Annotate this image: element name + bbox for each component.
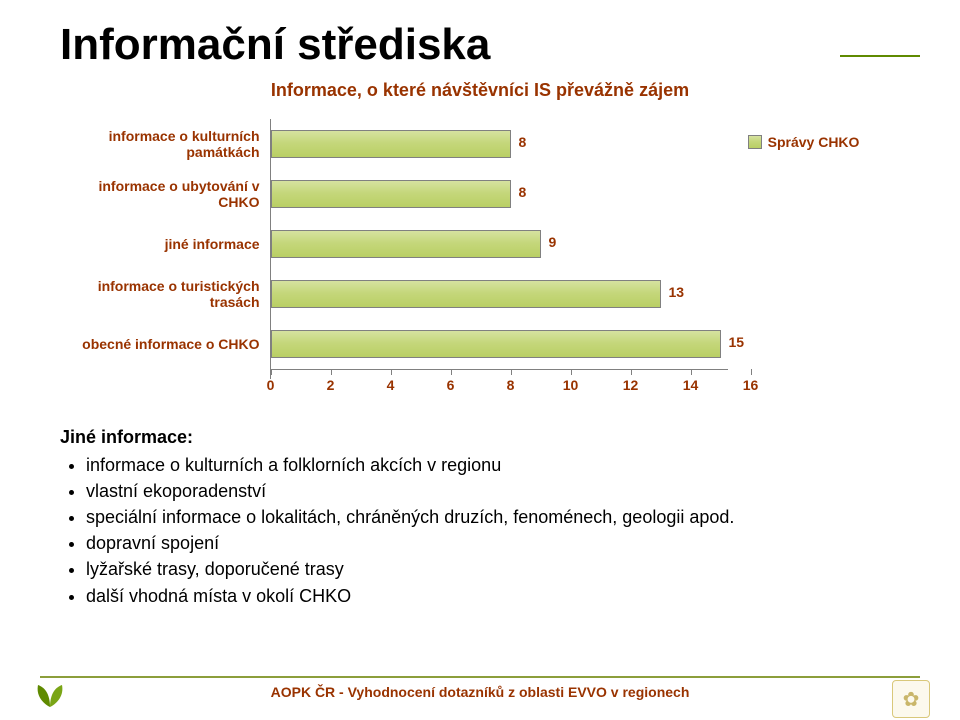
x-tick-label: 14 [683, 377, 699, 393]
x-tick [271, 369, 272, 375]
bar-value-label: 13 [669, 284, 685, 300]
x-tick-label: 6 [447, 377, 455, 393]
footer: AOPK ČR - Vyhodnocení dotazníků z oblast… [0, 676, 960, 720]
bar-row: 13 [271, 269, 728, 319]
bar [271, 130, 511, 158]
x-tick [751, 369, 752, 375]
x-tick-label: 2 [327, 377, 335, 393]
bar [271, 280, 661, 308]
x-tick [331, 369, 332, 375]
accent-line [840, 55, 920, 57]
y-label-1: informace o ubytování v CHKO [60, 169, 270, 219]
x-tick-label: 10 [563, 377, 579, 393]
bar-row: 8 [271, 119, 728, 169]
notes-bullet: další vhodná místa v okolí CHKO [86, 583, 900, 609]
page-title: Informační střediska [60, 20, 900, 70]
bar-row: 8 [271, 169, 728, 219]
x-tick [691, 369, 692, 375]
chart-container: informace o kulturních památkách informa… [60, 119, 900, 379]
notes-heading: Jiné informace: [60, 424, 900, 450]
bar-row: 9 [271, 219, 728, 269]
footer-divider [40, 676, 920, 678]
footer-text: AOPK ČR - Vyhodnocení dotazníků z oblast… [0, 684, 960, 700]
notes-bullet: vlastní ekoporadenství [86, 478, 900, 504]
x-tick-label: 16 [743, 377, 759, 393]
leaf-logo-icon [30, 677, 70, 716]
x-tick [631, 369, 632, 375]
seal-logo-icon: ✿ [892, 680, 930, 718]
y-axis-labels: informace o kulturních památkách informa… [60, 119, 270, 369]
y-label-2: jiné informace [60, 219, 270, 269]
x-tick-label: 12 [623, 377, 639, 393]
notes-section: Jiné informace: informace o kulturních a… [60, 424, 900, 609]
chart-subtitle: Informace, o které návštěvníci IS převáž… [60, 80, 900, 101]
bar [271, 230, 541, 258]
notes-bullet: dopravní spojení [86, 530, 900, 556]
legend-label: Správy CHKO [768, 134, 860, 150]
notes-bullet: informace o kulturních a folklorních akc… [86, 452, 900, 478]
page: Informační střediska Informace, o které … [0, 0, 960, 720]
notes-bullet: speciální informace o lokalitách, chráně… [86, 504, 900, 530]
bar-value-label: 15 [729, 334, 745, 350]
x-tick-label: 0 [267, 377, 275, 393]
y-label-0: informace o kulturních památkách [60, 119, 270, 169]
x-tick [571, 369, 572, 375]
x-tick-label: 8 [507, 377, 515, 393]
legend: Správy CHKO [748, 134, 900, 150]
bar-value-label: 8 [519, 184, 527, 200]
x-tick-label: 4 [387, 377, 395, 393]
bar-value-label: 9 [549, 234, 557, 250]
plot-inner: 8 8 9 13 15 [271, 119, 728, 370]
x-tick [451, 369, 452, 375]
y-label-3: informace o turistických trasách [60, 269, 270, 319]
bar [271, 330, 721, 358]
notes-list: informace o kulturních a folklorních akc… [60, 452, 900, 609]
plot-area: 8891315 0246810121416 [270, 119, 728, 379]
bar-value-label: 8 [519, 134, 527, 150]
legend-swatch-icon [748, 135, 762, 149]
bar [271, 180, 511, 208]
x-tick [391, 369, 392, 375]
bar-row: 15 [271, 319, 728, 369]
y-label-4: obecné informace o CHKO [60, 319, 270, 369]
x-tick [511, 369, 512, 375]
notes-bullet: lyžařské trasy, doporučené trasy [86, 556, 900, 582]
